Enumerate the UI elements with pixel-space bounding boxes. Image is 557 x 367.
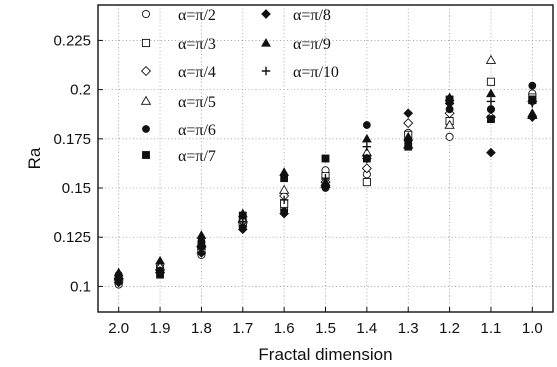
x-tick-label: 1.7 xyxy=(232,320,253,337)
y-tick-label: 0.175 xyxy=(53,131,91,148)
legend-marker xyxy=(142,125,150,133)
data-point xyxy=(278,184,290,194)
axis-ticks: 2.0 1.9 1.8 1.7 1.6 1.5 1.4 1.3 1.2 1.1 1.0 0.1 0.12… xyxy=(53,32,542,337)
x-tick-label: 1.3 xyxy=(398,320,419,337)
data-point xyxy=(487,115,495,124)
legend-label: α=π/2 xyxy=(178,7,216,24)
y-tick-label: 0.2 xyxy=(70,82,91,99)
data-point xyxy=(445,132,454,141)
data-point xyxy=(362,142,372,151)
data-point xyxy=(528,99,537,108)
x-tick-label: 1.2 xyxy=(439,320,460,337)
data-point xyxy=(362,153,372,164)
legend-marker xyxy=(141,38,151,48)
legend-item: α=π/5 xyxy=(140,94,216,111)
legend-item: α=π/4 xyxy=(140,64,216,81)
x-tick-label: 1.9 xyxy=(150,320,171,337)
series-9 xyxy=(114,97,537,283)
data-points xyxy=(113,54,538,289)
legend-item: α=π/10 xyxy=(261,64,339,81)
data-point xyxy=(362,178,371,187)
y-tick-label: 0.125 xyxy=(53,229,91,246)
y-axis-label: Ra xyxy=(25,147,44,169)
data-point xyxy=(486,88,496,98)
legend-item: α=π/6 xyxy=(142,122,216,139)
legend-label: α=π/5 xyxy=(178,94,216,111)
legend-marker xyxy=(140,95,152,105)
data-point xyxy=(486,77,496,86)
legend-item: α=π/8 xyxy=(261,7,331,24)
legend-marker xyxy=(261,9,271,19)
x-tick-label: 1.4 xyxy=(356,320,377,337)
data-point xyxy=(486,97,496,106)
data-point xyxy=(361,163,372,174)
data-point xyxy=(527,108,538,117)
y-tick-label: 0.225 xyxy=(53,32,91,49)
data-point xyxy=(403,108,414,119)
x-tick-label: 1.6 xyxy=(274,320,295,337)
x-tick-label: 1.0 xyxy=(522,320,543,337)
data-point xyxy=(238,217,247,226)
legend-marker xyxy=(142,151,150,159)
x-tick-label: 2.0 xyxy=(108,320,129,337)
data-point xyxy=(485,54,497,64)
data-point xyxy=(155,266,165,275)
y-tick-label: 0.1 xyxy=(70,278,91,295)
legend-label: α=π/6 xyxy=(178,122,216,139)
legend-marker xyxy=(141,9,151,19)
data-point xyxy=(155,255,165,265)
x-tick-label: 1.8 xyxy=(191,320,212,337)
x-axis-label: Fractal dimension xyxy=(258,345,392,364)
legend-label: α=π/8 xyxy=(293,7,331,24)
data-point xyxy=(487,105,495,114)
legend-item: α=π/3 xyxy=(141,36,216,53)
x-tick-label: 1.5 xyxy=(315,320,336,337)
legend-item: α=π/9 xyxy=(261,36,331,53)
data-point xyxy=(404,136,413,145)
legend-marker xyxy=(261,37,271,47)
data-point xyxy=(237,224,248,235)
legend-label: α=π/7 xyxy=(178,148,216,165)
data-point xyxy=(445,99,454,108)
data-point xyxy=(114,274,123,283)
legend-marker xyxy=(261,66,271,76)
legend-label: α=π/4 xyxy=(178,64,216,81)
data-point xyxy=(486,147,496,158)
data-point xyxy=(279,167,290,176)
data-point xyxy=(528,81,537,90)
data-point xyxy=(279,208,289,219)
x-tick-label: 1.1 xyxy=(481,320,502,337)
data-point xyxy=(361,133,372,143)
data-point xyxy=(237,208,248,218)
data-point xyxy=(196,230,207,239)
legend-marker xyxy=(140,65,152,77)
data-point xyxy=(444,119,455,129)
legend-label: α=π/9 xyxy=(293,36,331,53)
data-point xyxy=(321,173,330,183)
data-point xyxy=(321,154,330,163)
legend: α=π/2 α=π/3 α=π/4 α=π/5 α=π/6 α=π/7 α=π/8 α=π/9… xyxy=(140,7,339,165)
data-point xyxy=(362,121,371,129)
data-point xyxy=(403,118,414,129)
legend-label: α=π/3 xyxy=(178,36,216,53)
y-tick-label: 0.15 xyxy=(62,180,91,197)
data-point xyxy=(279,195,289,205)
data-point xyxy=(197,244,206,254)
legend-item: α=π/7 xyxy=(142,148,216,165)
legend-label: α=π/10 xyxy=(293,64,339,81)
legend-item: α=π/2 xyxy=(141,7,216,24)
